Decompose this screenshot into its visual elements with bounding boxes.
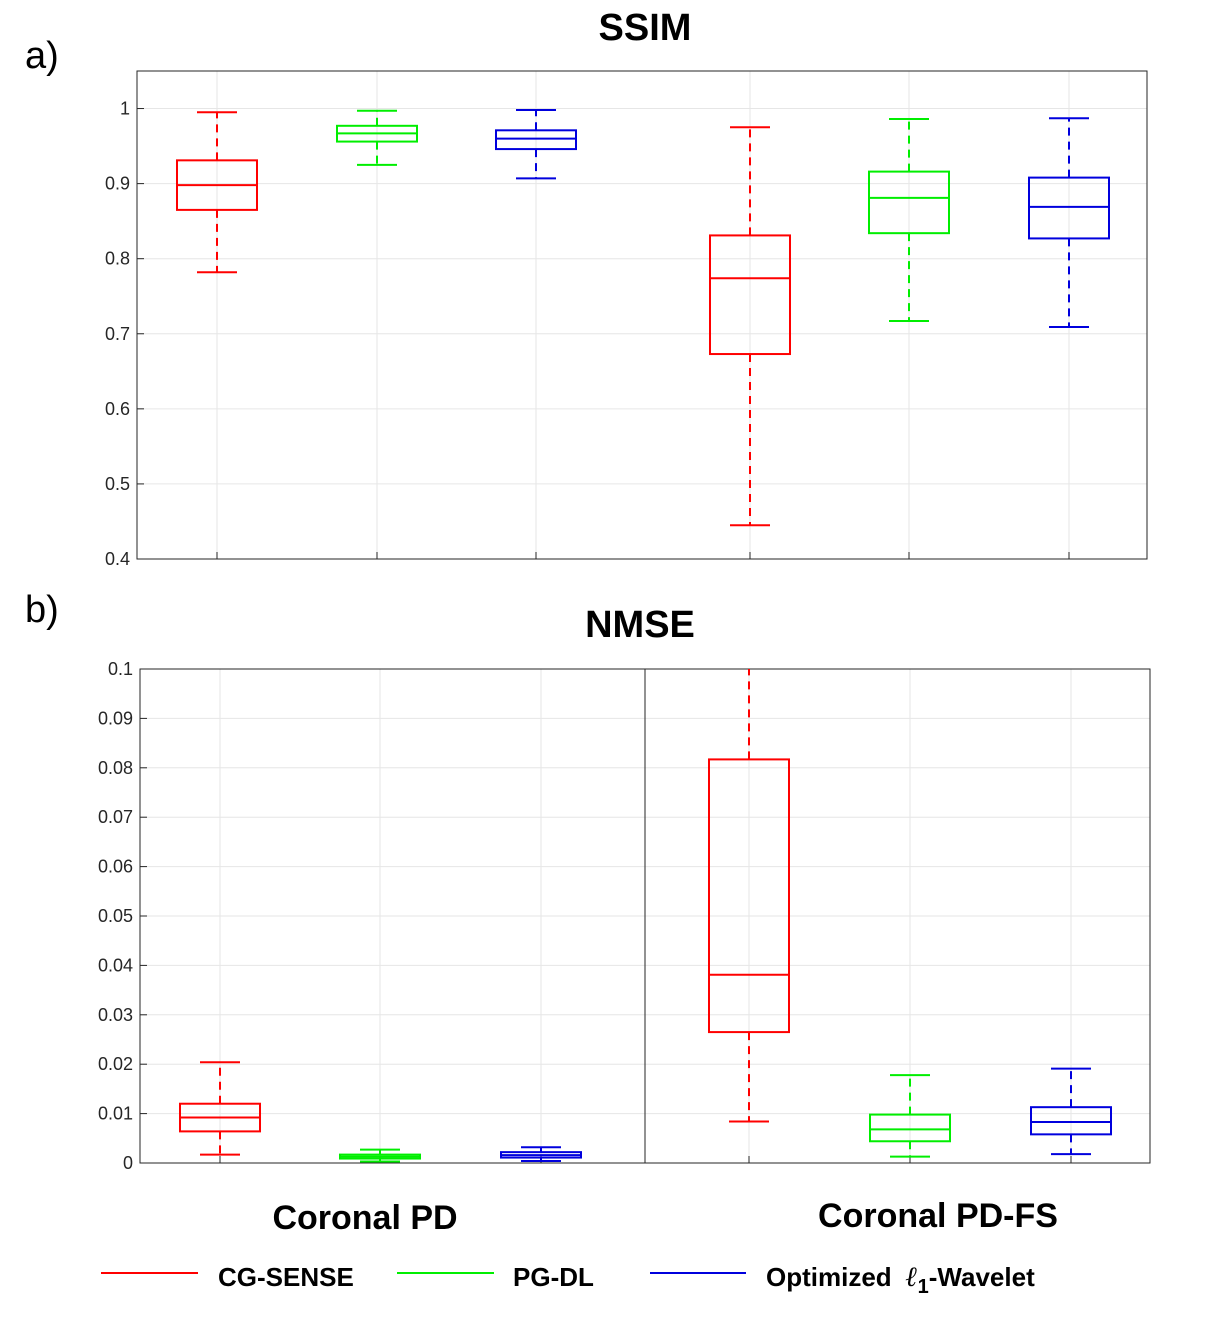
y-tick-label: 0.4 [105, 549, 130, 569]
y-tick-label: 0.01 [98, 1104, 133, 1124]
ssim-grid [137, 71, 1147, 559]
legend-label-symbol: ℓ [905, 1260, 918, 1293]
y-tick-label: 0.07 [98, 807, 133, 827]
legend-label-suffix: -Wavelet [929, 1262, 1035, 1292]
y-tick-label: 1 [120, 99, 130, 119]
box-cg-sense [179, 1061, 261, 1156]
legend-label-optimized-wavelet: Optimized ℓ1-Wavelet [766, 1260, 1035, 1298]
box-pg-dl [868, 118, 950, 323]
ssim-boxes [176, 109, 1110, 527]
iqr-box [868, 170, 950, 235]
y-tick-label: 0 [123, 1153, 133, 1173]
iqr-box [1030, 1106, 1112, 1136]
iqr-box [495, 129, 577, 151]
y-tick-label: 0.09 [98, 708, 133, 728]
y-tick-label: 0.8 [105, 249, 130, 269]
box-cg-sense [709, 126, 791, 527]
nmse-boxes [179, 669, 1112, 1163]
nmse-title: NMSE [585, 604, 695, 646]
legend-label-subscript: 1 [918, 1276, 929, 1298]
panel-label-b: b) [25, 589, 59, 631]
box-pg-dl [336, 109, 418, 166]
y-tick-label: 0.02 [98, 1054, 133, 1074]
box-optimized-l1-wavelet [495, 109, 577, 180]
y-tick-label: 0.05 [98, 906, 133, 926]
y-tick-label: 0.03 [98, 1005, 133, 1025]
box-optimized-l1-wavelet [500, 1146, 582, 1163]
group-label-coronal-pd-fs: Coronal PD-FS [818, 1197, 1058, 1235]
y-tick-label: 0.5 [105, 474, 130, 494]
legend-label-prefix: Optimized [766, 1262, 892, 1292]
nmse-y-ticks: 0 0.01 0.02 0.03 0.04 0.05 0.06 0.07 0.08 0.09 0.1 [98, 659, 1072, 1173]
legend-label-cg-sense: CG-SENSE [218, 1262, 354, 1292]
box-pg-dl [339, 1148, 421, 1163]
box-optimized-l1-wavelet [1030, 1067, 1112, 1156]
box-cg-sense [176, 111, 258, 274]
y-tick-label: 0.06 [98, 857, 133, 877]
iqr-box [709, 234, 791, 356]
iqr-box [869, 1113, 951, 1143]
ssim-axes-box [136, 70, 1148, 560]
iqr-box [708, 758, 790, 1034]
panel-nmse: b) NMSE 0 0.01 0.02 0.03 0.04 0.05 0.06 0.07 0.0… [25, 589, 1151, 1173]
y-tick-label: 0.6 [105, 399, 130, 419]
panel-ssim: a) SSIM 0.4 0.5 0.6 0.7 0.8 0.9 1 [25, 7, 1148, 569]
box-pg-dl [869, 1074, 951, 1158]
group-label-coronal-pd: Coronal PD [272, 1199, 457, 1237]
iqr-box [1028, 176, 1110, 240]
y-tick-label: 0.08 [98, 758, 133, 778]
panel-label-a: a) [25, 35, 59, 77]
legend-label-pg-dl: PG-DL [513, 1262, 594, 1292]
ssim-title: SSIM [599, 7, 692, 49]
box-optimized-l1-wavelet [1028, 117, 1110, 329]
ssim-y-ticks: 0.4 0.5 0.6 0.7 0.8 0.9 1 [105, 99, 1070, 569]
y-tick-label: 0.7 [105, 324, 130, 344]
box-cg-sense [708, 669, 790, 1123]
y-tick-label: 0.04 [98, 955, 133, 975]
y-tick-label: 0.1 [108, 659, 133, 679]
legend: CG-SENSE PG-DL Optimized ℓ1-Wavelet [101, 1260, 1035, 1298]
y-tick-label: 0.9 [105, 174, 130, 194]
